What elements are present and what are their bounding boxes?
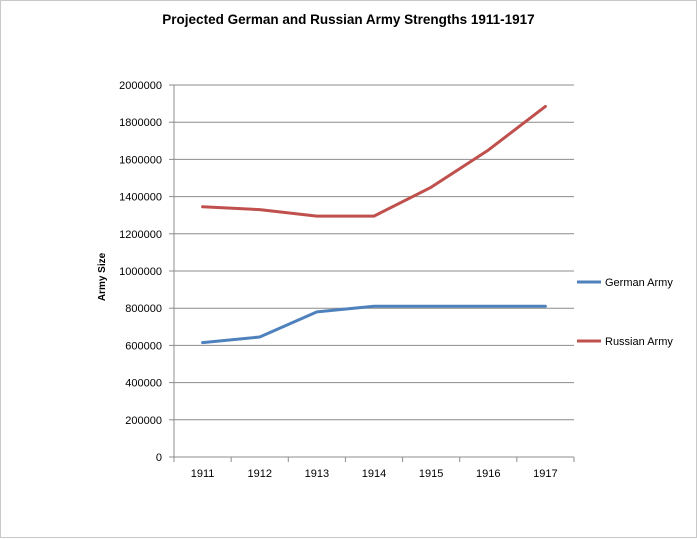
y-tick-label: 2000000	[119, 80, 162, 92]
legend: German Army Russian Army	[577, 277, 673, 348]
x-tick-labels: 1911 1912 1913 1914 1915 1916 1917	[191, 468, 558, 480]
y-tick-label: 1800000	[119, 117, 162, 129]
x-tick-label: 1913	[305, 468, 329, 480]
y-tick-label: 800000	[125, 303, 162, 315]
gridlines	[169, 85, 574, 457]
y-axis-label: Army Size	[97, 252, 108, 301]
axes	[174, 85, 574, 462]
y-tick-label: 1600000	[119, 154, 162, 166]
legend-label: German Army	[605, 277, 673, 289]
y-tick-label: 1200000	[119, 229, 162, 241]
y-tick-label: 1400000	[119, 192, 162, 204]
x-tick-label: 1917	[533, 468, 557, 480]
y-tick-label: 1000000	[119, 266, 162, 278]
series-lines	[202, 106, 545, 342]
x-tick-label: 1915	[419, 468, 443, 480]
x-tick-label: 1916	[476, 468, 500, 480]
legend-label: Russian Army	[605, 336, 673, 348]
series-line-german-army	[203, 306, 546, 342]
y-tick-label: 600000	[125, 340, 162, 352]
y-tick-labels: 0 200000 400000 600000 800000 1000000 1200000 1…	[119, 80, 162, 464]
series-line-russian-army	[203, 106, 546, 216]
x-tick-label: 1912	[247, 468, 271, 480]
y-tick-label: 0	[156, 452, 162, 464]
y-tick-label: 200000	[125, 415, 162, 427]
x-tick-label: 1914	[362, 468, 386, 480]
x-tick-label: 1911	[191, 468, 215, 480]
y-tick-label: 400000	[125, 378, 162, 390]
